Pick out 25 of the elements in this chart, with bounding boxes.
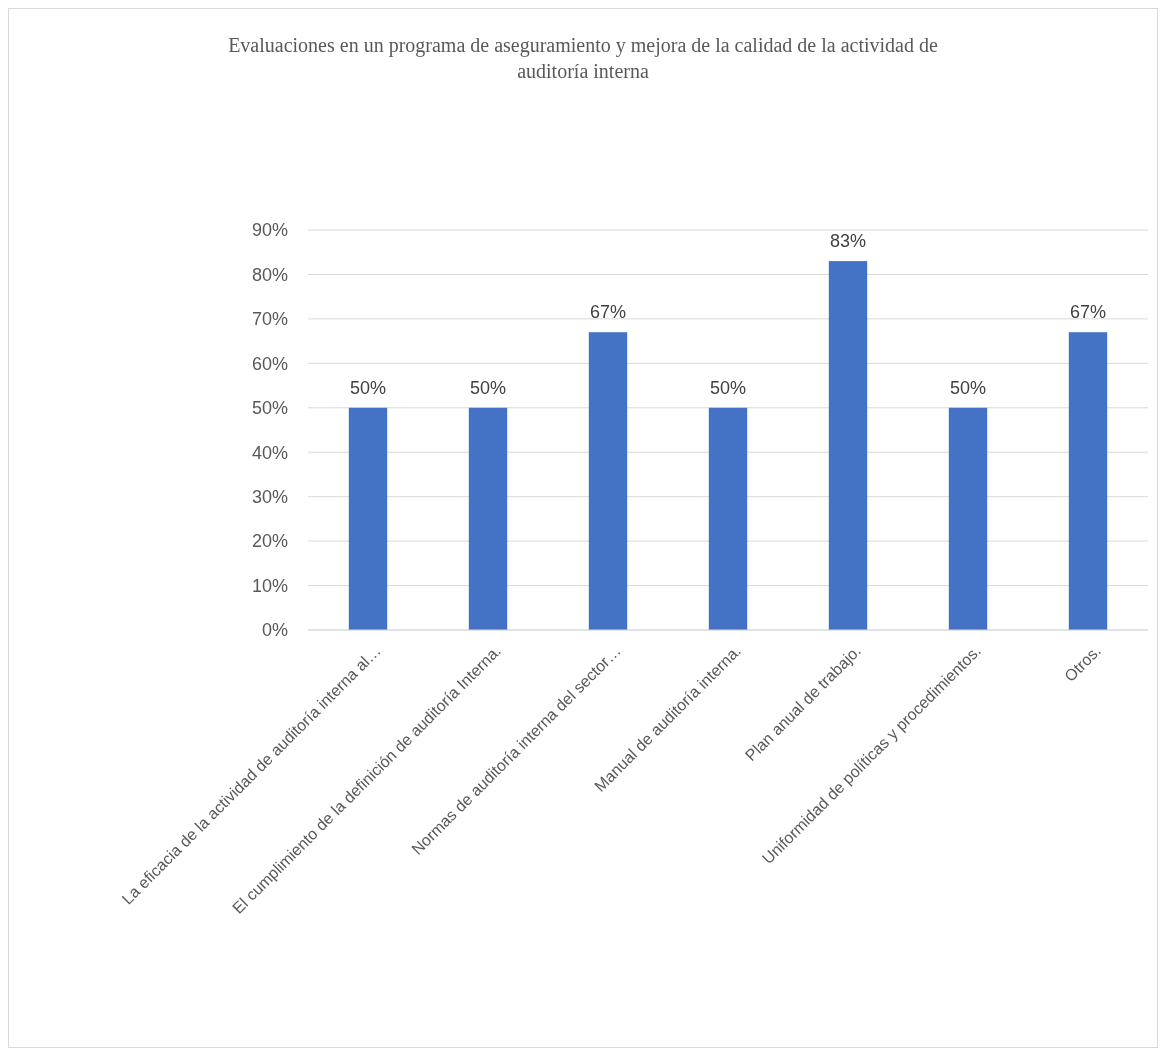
data-label: 50% — [469, 377, 507, 398]
y-tick-label: 10% — [251, 575, 288, 596]
y-tick-label: 80% — [251, 264, 288, 285]
chart-title: Evaluaciones en un programa de aseguramiento y mejora de la calidad de la actividad de auditoría interna — [228, 34, 938, 82]
data-label: 50% — [709, 377, 747, 398]
y-tick-label: 20% — [251, 531, 288, 552]
data-label: 50% — [349, 377, 387, 398]
data-label: 83% — [829, 231, 867, 252]
y-tick-label: 30% — [251, 486, 288, 507]
data-label: 67% — [589, 302, 627, 323]
y-tick-label: 40% — [251, 442, 288, 463]
y-tick-label: 60% — [251, 353, 288, 374]
bar — [468, 407, 508, 630]
bar — [948, 407, 988, 630]
bar — [708, 407, 748, 630]
bar — [1068, 332, 1108, 630]
bar — [588, 332, 628, 630]
y-tick-label: 0% — [261, 620, 288, 641]
bar — [348, 407, 388, 630]
y-tick-label: 90% — [251, 220, 288, 241]
y-tick-label: 70% — [251, 309, 288, 330]
data-label: 50% — [949, 377, 987, 398]
y-tick-label: 50% — [251, 398, 288, 419]
data-label: 67% — [1069, 302, 1107, 323]
bar — [828, 261, 868, 630]
